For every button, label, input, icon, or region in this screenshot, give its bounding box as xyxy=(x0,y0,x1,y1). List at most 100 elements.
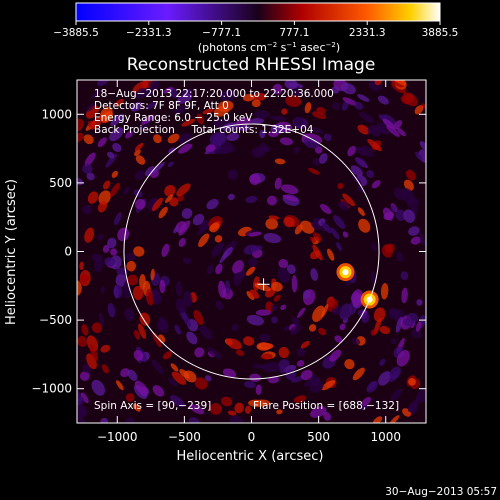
heatmap-cell xyxy=(175,281,183,297)
heatmap-cell xyxy=(204,375,212,382)
heatmap-cell xyxy=(323,133,332,141)
heatmap-cell xyxy=(130,101,143,112)
heatmap-cell xyxy=(302,289,311,300)
heatmap-cell xyxy=(358,218,371,233)
heatmap-cell xyxy=(389,370,399,383)
heatmap-cell xyxy=(393,120,403,130)
heatmap-cell xyxy=(77,397,85,406)
heatmap-cell xyxy=(384,243,395,253)
heatmap-cell xyxy=(124,252,137,261)
heatmap-cell xyxy=(79,371,90,381)
heatmap-cell xyxy=(98,312,104,327)
heatmap-cell xyxy=(170,87,179,99)
y-axis-label: Heliocentric Y (arcsec) xyxy=(4,179,19,325)
heatmap-cell xyxy=(405,169,416,181)
heatmap-cell xyxy=(113,284,123,299)
heatmap-cell xyxy=(283,216,295,228)
heatmap-cell xyxy=(97,200,108,213)
heatmap-cell xyxy=(127,274,139,286)
heatmap-cell xyxy=(284,80,298,90)
heatmap-cell xyxy=(110,248,118,256)
heatmap-cell xyxy=(336,241,342,252)
info-detectors: Detectors: 7F 8F 9F, Att 0 xyxy=(94,100,229,112)
heatmap-cell xyxy=(379,325,391,335)
heatmap-cell xyxy=(390,205,397,212)
heatmap-cell xyxy=(114,212,122,226)
heatmap-cell xyxy=(159,279,166,294)
heatmap-cell xyxy=(199,325,213,340)
heatmap-cell xyxy=(249,373,261,383)
heatmap-cell xyxy=(77,335,88,347)
heatmap-cell xyxy=(358,112,375,124)
heatmap-cell xyxy=(277,267,291,284)
heatmap-cell xyxy=(259,129,266,139)
info-method-counts: Back Projection Total counts: 1.32E+04 xyxy=(94,124,314,136)
heatmap-cell xyxy=(235,349,245,356)
heatmap-cell xyxy=(304,102,312,114)
heatmap-cell xyxy=(383,211,395,220)
heatmap-cell xyxy=(342,97,358,106)
y-tick-label: 500 xyxy=(49,176,72,190)
heatmap-cell xyxy=(401,287,408,304)
heatmap-cell xyxy=(125,417,135,423)
heatmap-cell xyxy=(390,388,402,401)
heatmap-cell xyxy=(401,187,415,204)
heatmap-cell xyxy=(222,246,234,259)
heatmap-cell xyxy=(388,307,399,319)
heatmap-cell xyxy=(278,258,289,269)
heatmap-cell xyxy=(218,280,226,299)
heatmap-cell xyxy=(168,377,178,387)
heatmap-cell xyxy=(344,358,355,370)
heatmap-cell xyxy=(274,158,286,165)
y-tick-label: −500 xyxy=(39,313,72,327)
heatmap-cell xyxy=(173,105,187,115)
heatmap-cell xyxy=(260,353,273,360)
heatmap-cell xyxy=(79,261,84,271)
x-tick-label: 500 xyxy=(307,430,330,444)
heatmap-cell xyxy=(181,118,196,127)
heatmap-cell xyxy=(404,93,414,103)
heatmap-cell xyxy=(251,92,267,101)
heatmap-cell xyxy=(134,198,146,210)
heatmap-cell xyxy=(354,156,367,168)
heatmap-cell xyxy=(209,222,220,233)
heatmap-cell xyxy=(220,396,233,407)
heatmap-cell xyxy=(357,94,370,102)
heatmap-cell xyxy=(280,304,287,311)
footer-date: 30−Aug−2013 05:57 xyxy=(385,486,497,498)
heatmap-cell xyxy=(100,344,111,353)
heatmap-cell xyxy=(245,266,256,276)
heatmap-cell xyxy=(310,268,319,281)
heatmap-cell xyxy=(400,271,409,281)
heatmap-cell xyxy=(357,207,365,216)
heatmap-cell xyxy=(321,304,329,318)
heatmap-cell xyxy=(202,108,214,115)
heatmap-cell xyxy=(152,162,165,174)
heatmap-cell xyxy=(333,214,346,229)
heatmap-cell xyxy=(175,298,187,314)
heatmap-cell xyxy=(308,324,317,332)
heatmap-cell xyxy=(390,338,397,345)
heatmap-cell xyxy=(408,378,416,386)
heatmap-cell xyxy=(330,227,340,240)
heatmap-cell xyxy=(145,288,154,306)
heatmap-cell xyxy=(181,208,193,219)
heatmap-cell xyxy=(291,275,298,293)
heatmap-cell xyxy=(170,395,185,408)
heatmap-cell xyxy=(105,153,118,168)
heatmap-cell xyxy=(337,182,344,190)
heatmap-cell xyxy=(259,333,271,342)
heatmap-cell xyxy=(382,118,395,129)
heatmap-cell xyxy=(158,206,168,219)
heatmap-cell xyxy=(268,215,280,220)
heatmap-cell xyxy=(313,232,322,242)
heatmap-cell xyxy=(303,137,320,149)
heatmap-cell xyxy=(159,322,168,330)
heatmap-cell xyxy=(127,369,138,381)
heatmap-cell xyxy=(292,86,302,98)
heatmap-cell xyxy=(152,385,165,397)
colorbar xyxy=(75,2,441,22)
heatmap-cell xyxy=(222,368,237,378)
heatmap-cell xyxy=(339,201,349,211)
heatmap-cell xyxy=(86,172,95,181)
